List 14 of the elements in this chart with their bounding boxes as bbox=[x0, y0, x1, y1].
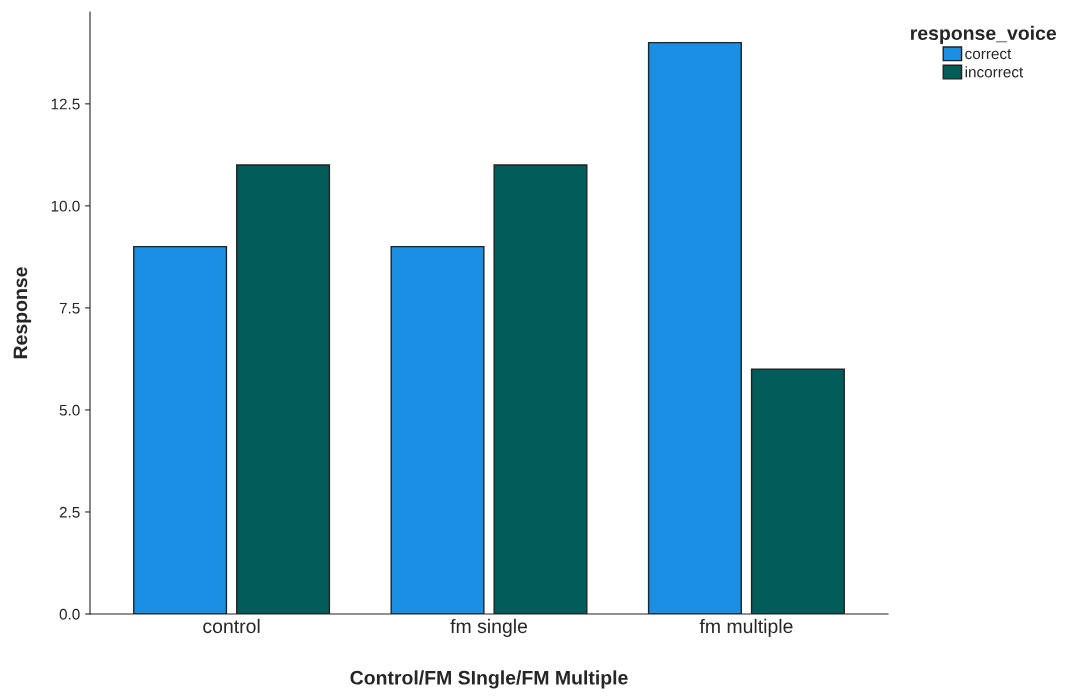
y-tick-label: 7.5 bbox=[59, 302, 80, 314]
y-tick-label: 12.5 bbox=[51, 98, 80, 110]
legend-title: response_voice bbox=[911, 25, 1057, 44]
legend-label: correct bbox=[965, 49, 1012, 60]
x-axis-title: Control/FM SIngle/FM Multiple bbox=[350, 670, 628, 689]
x-tick-label: control bbox=[203, 618, 260, 634]
y-axis-title: Response bbox=[13, 267, 32, 359]
y-tick-label: 0.0 bbox=[59, 608, 80, 620]
y-tick-label: 5.0 bbox=[59, 404, 80, 416]
x-tick-label: fm single bbox=[450, 618, 528, 637]
y-tick-label: 10.0 bbox=[51, 200, 80, 212]
legend-label: incorrect bbox=[965, 66, 1024, 78]
y-tick-label: 2.5 bbox=[59, 506, 80, 518]
x-tick-label: fm multiple bbox=[699, 618, 793, 637]
